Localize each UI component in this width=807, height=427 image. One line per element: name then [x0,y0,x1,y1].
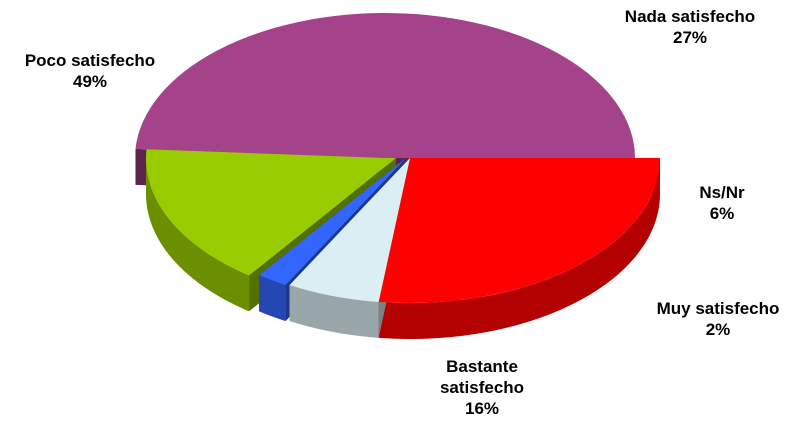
pie-labels: Nada satisfecho 27% Ns/Nr 6% Muy satisfecho 2… [25,7,780,418]
label-muy-satisfecho-name: Muy satisfecho [657,299,780,318]
label-muy-satisfecho: Muy satisfecho 2% [657,299,780,339]
slice-bastante-satisfecho [146,148,396,276]
slice-muy-satisfecho [259,158,406,286]
slice-muy-satisfecho-side [259,275,286,322]
slice-ns-nr-side [289,285,379,338]
label-poco-satisfecho: Poco satisfecho 49% [25,51,155,91]
label-ns-nr: Ns/Nr 6% [699,183,745,223]
label-ns-nr-name: Ns/Nr [699,183,745,202]
label-muy-satisfecho-value: 2% [706,320,731,339]
label-bastante-satisfecho-value: 16% [465,399,499,418]
slice-bastante-satisfecho-side [146,158,250,312]
slice-poco-satisfecho [135,12,635,158]
slice-nada-satisfecho-side [378,158,660,339]
label-poco-satisfecho-name: Poco satisfecho [25,51,155,70]
label-nada-satisfecho-name: Nada satisfecho [625,7,755,26]
label-bastante-satisfecho-name: Bastante [446,357,518,376]
label-poco-satisfecho-value: 49% [73,72,107,91]
label-nada-satisfecho: Nada satisfecho 27% [625,7,755,47]
label-nada-satisfecho-value: 27% [673,28,707,47]
label-bastante-satisfecho-name-2: satisfecho [440,378,524,397]
slice-nada-satisfecho [378,158,660,304]
pie-tops [135,12,660,304]
label-bastante-satisfecho: Bastante satisfecho 16% [440,357,524,418]
label-ns-nr-value: 6% [710,204,735,223]
slice-ns-nr [289,158,410,302]
